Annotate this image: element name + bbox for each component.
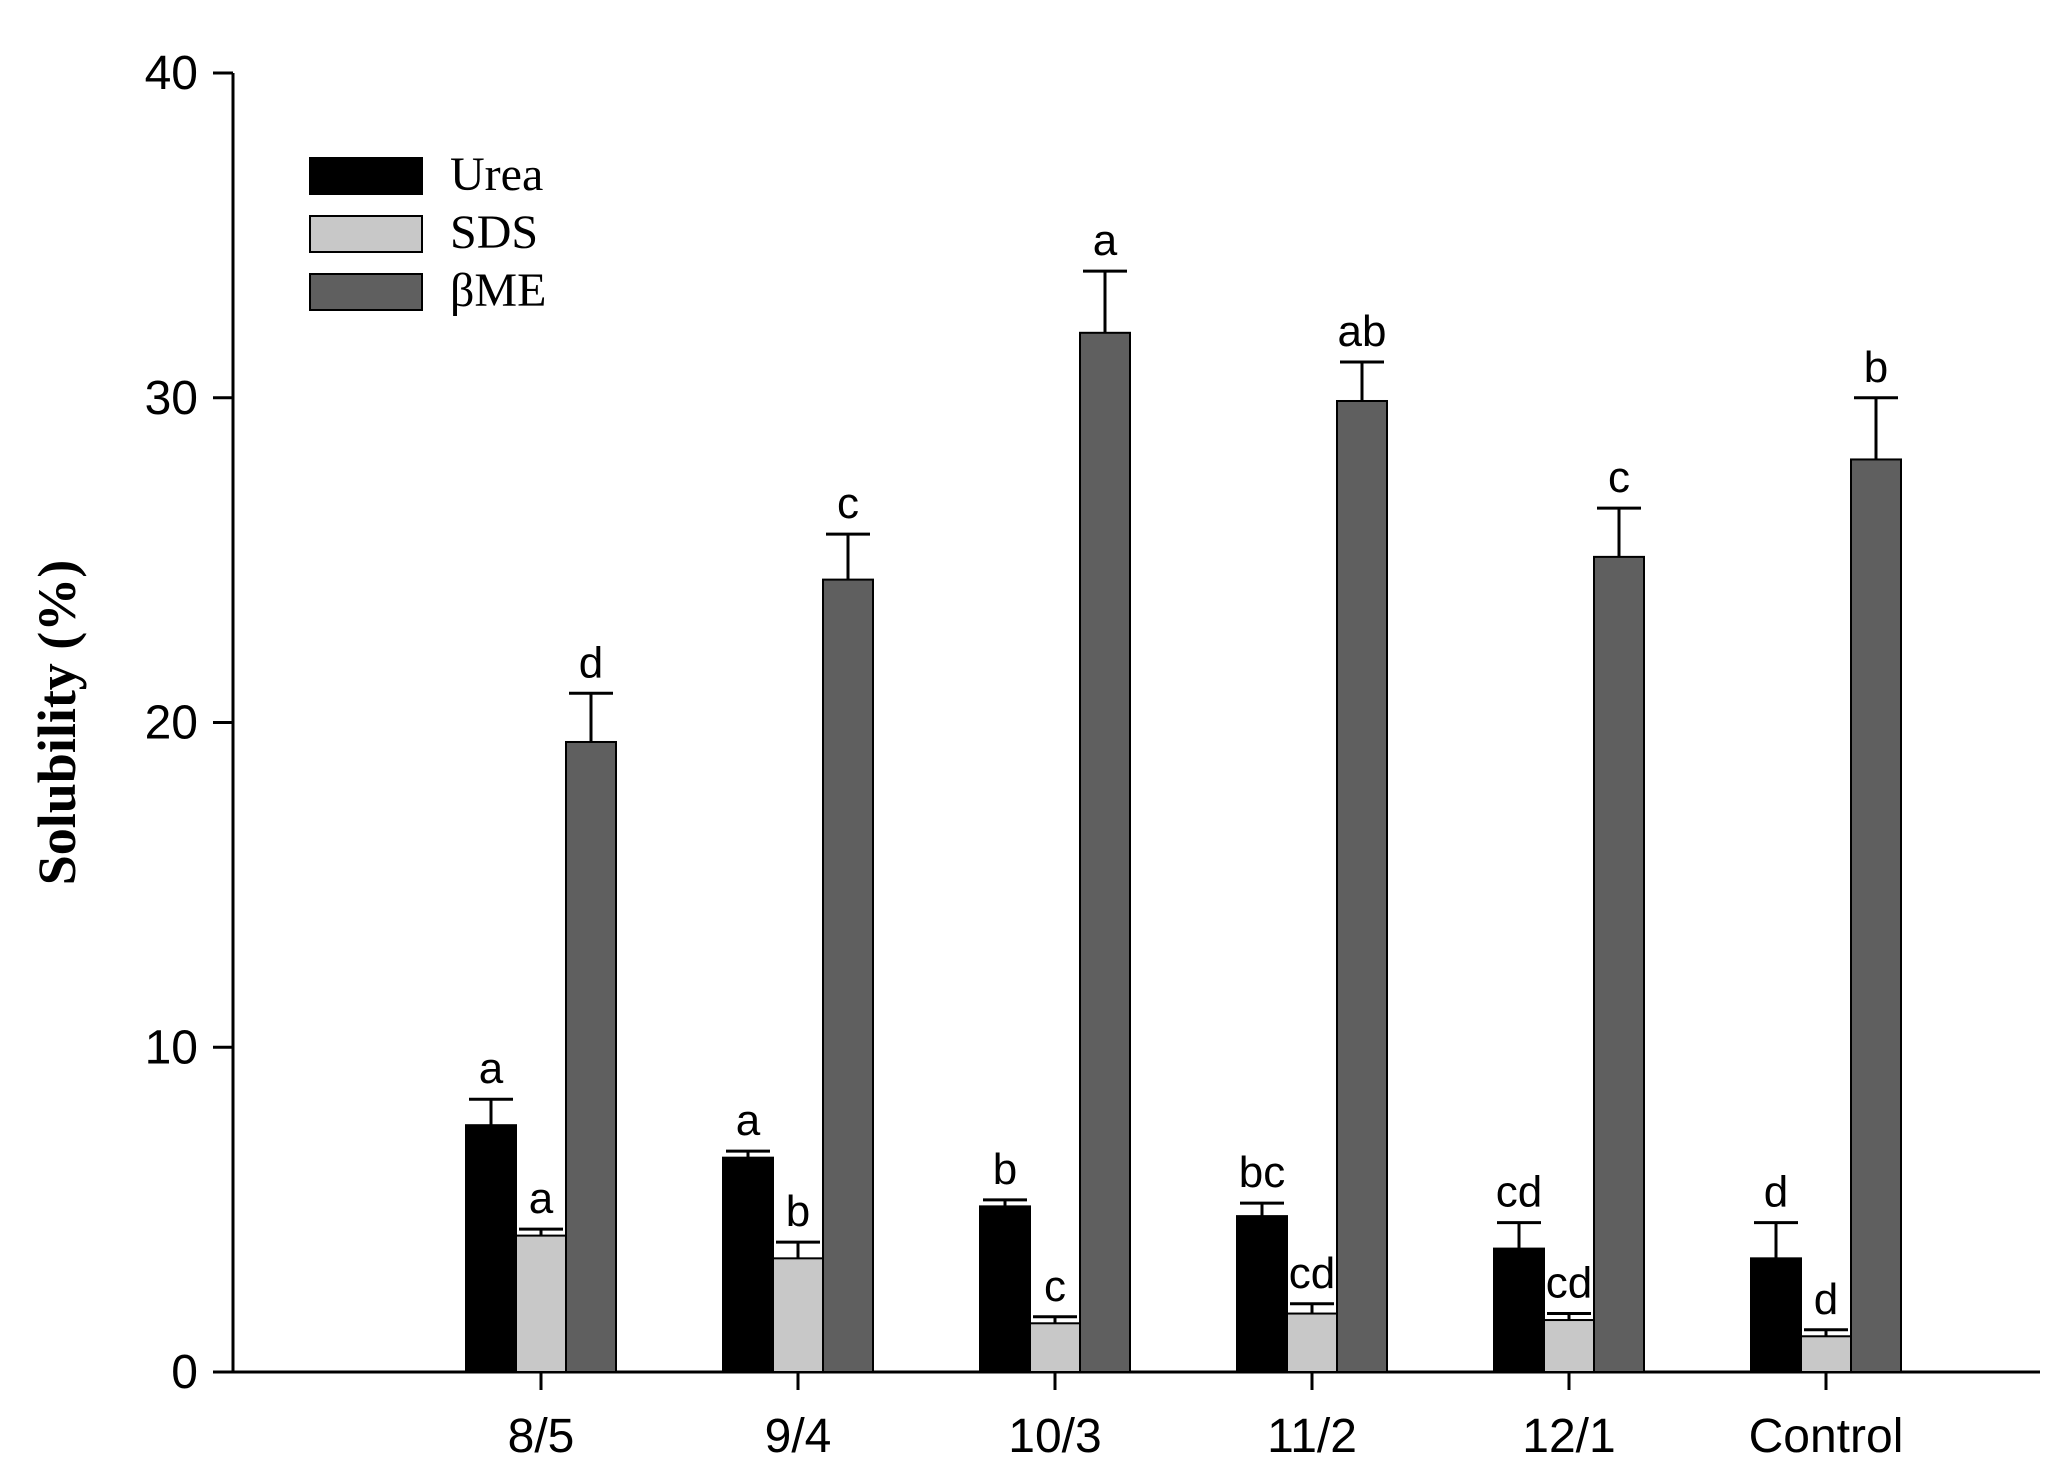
significance-label: a [1093, 216, 1118, 265]
bar [1029, 1322, 1081, 1373]
bar [1493, 1247, 1545, 1373]
significance-label: a [529, 1174, 554, 1223]
significance-label: cd [1496, 1168, 1542, 1217]
legend-swatch [309, 157, 423, 195]
legend-label: SDS [450, 206, 538, 259]
significance-label: c [1044, 1262, 1066, 1311]
y-tick-label: 30 [145, 372, 198, 425]
significance-label: b [993, 1145, 1017, 1194]
significance-label: d [1764, 1168, 1788, 1217]
bar [1750, 1257, 1802, 1374]
bar [1079, 331, 1131, 1373]
bar [979, 1205, 1031, 1373]
significance-label: a [479, 1044, 504, 1093]
bar [722, 1156, 774, 1374]
bars [465, 269, 1902, 1374]
y-axis-label: Solubility (%) [27, 560, 87, 886]
bar [465, 1124, 517, 1373]
y-tick-label: 10 [145, 1021, 198, 1074]
x-tick-label: 10/3 [1008, 1410, 1101, 1463]
significance-label: cd [1289, 1249, 1335, 1298]
significance-label: b [1864, 343, 1888, 392]
bar [1800, 1335, 1852, 1373]
significance-label: a [736, 1096, 761, 1145]
significance-label: bc [1239, 1148, 1285, 1197]
significance-label: ab [1338, 307, 1387, 356]
bar [1236, 1215, 1288, 1373]
significance-label: c [1608, 453, 1630, 502]
significance-label: d [1814, 1275, 1838, 1324]
bar [1543, 1319, 1595, 1374]
x-tick-label: Control [1749, 1410, 1904, 1463]
axes: 0 10 20 30 40 Solubility (%) 8/5 9/4 10/3 11/2 12/… [27, 47, 2040, 1463]
bar [565, 740, 617, 1373]
bar [515, 1234, 567, 1373]
legend-swatch [309, 273, 423, 311]
bar [1336, 399, 1388, 1373]
bar [1286, 1312, 1338, 1374]
legend-label: Urea [450, 148, 543, 201]
bar [1850, 458, 1902, 1373]
bar [772, 1257, 824, 1374]
bar [1593, 555, 1645, 1373]
significance-label: d [579, 638, 603, 687]
significance-label: b [786, 1187, 810, 1236]
y-tick-label: 0 [171, 1346, 198, 1399]
legend-label: βME [450, 264, 546, 317]
x-tick-label: 12/1 [1522, 1410, 1615, 1463]
x-tick-label: 8/5 [508, 1410, 575, 1463]
significance-label: cd [1546, 1259, 1592, 1308]
y-tick-label: 40 [145, 47, 198, 100]
significance-label: c [837, 479, 859, 528]
legend-swatch [309, 215, 423, 253]
bar [822, 578, 874, 1373]
x-tick-label: 9/4 [765, 1410, 832, 1463]
x-tick-label: 11/2 [1267, 1410, 1357, 1463]
y-tick-label: 20 [145, 697, 198, 750]
